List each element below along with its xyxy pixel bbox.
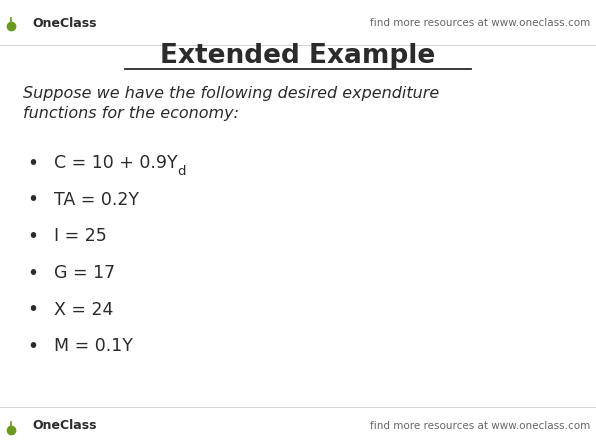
Text: OneClass: OneClass [33,419,97,432]
Text: X = 24: X = 24 [54,301,113,319]
Text: •: • [27,337,38,356]
Text: •: • [27,227,38,246]
Text: functions for the economy:: functions for the economy: [23,106,238,122]
Text: I = 25: I = 25 [54,228,107,245]
Text: G = 17: G = 17 [54,264,115,282]
Text: Extended Example: Extended Example [160,43,436,69]
Text: find more resources at www.oneclass.com: find more resources at www.oneclass.com [370,421,590,430]
Text: Suppose we have the following desired expenditure: Suppose we have the following desired ex… [23,86,439,101]
Text: •: • [27,190,38,209]
Text: TA = 0.2Y: TA = 0.2Y [54,191,139,209]
Text: find more resources at www.oneclass.com: find more resources at www.oneclass.com [370,18,590,28]
Text: •: • [27,154,38,173]
Text: OneClass: OneClass [33,17,97,30]
Text: C = 10 + 0.9Y: C = 10 + 0.9Y [54,154,177,172]
Text: •: • [27,264,38,283]
Text: M = 0.1Y: M = 0.1Y [54,337,132,355]
Text: d: d [177,164,186,178]
Text: •: • [27,300,38,319]
